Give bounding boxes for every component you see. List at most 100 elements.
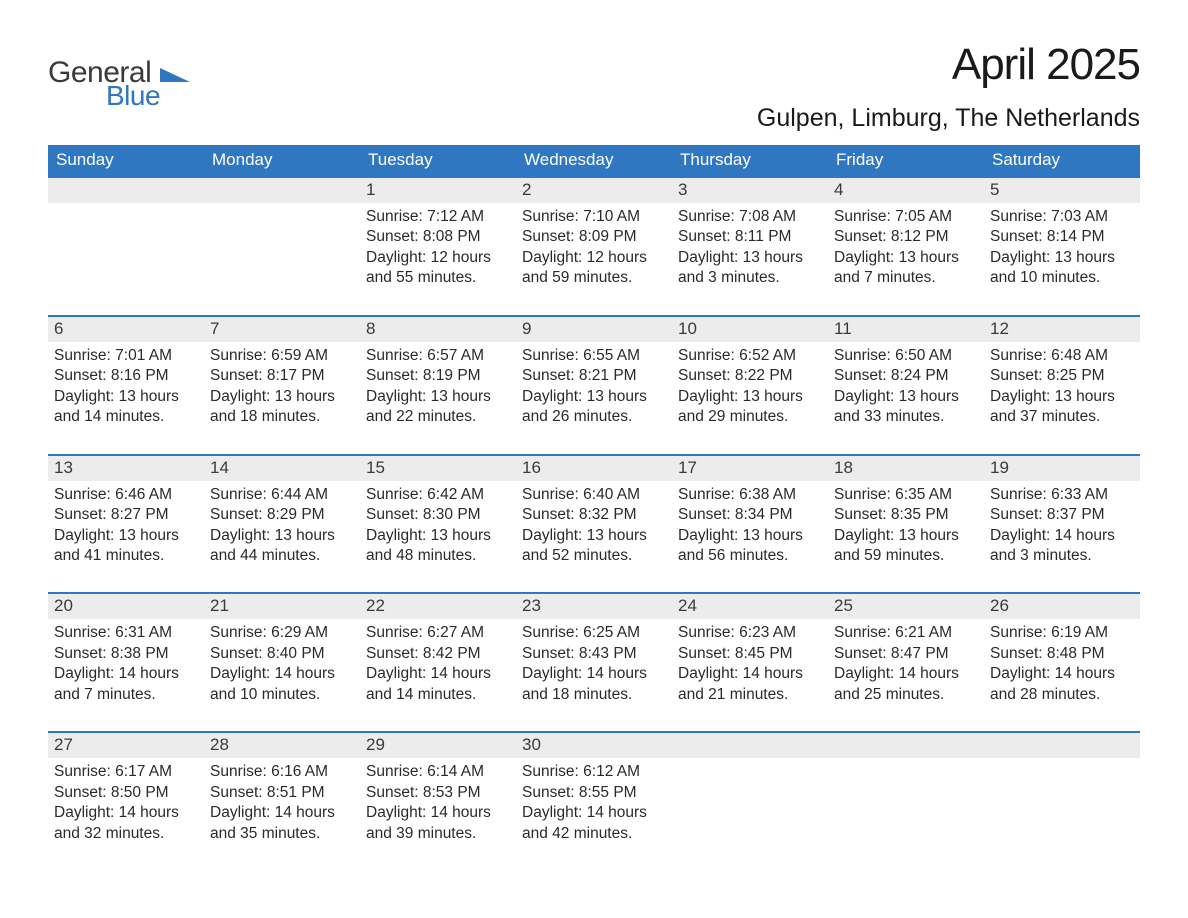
daylight-line-1: Daylight: 14 hours — [522, 664, 666, 684]
day-number: 18 — [828, 456, 984, 481]
daylight-line-2: and 7 minutes. — [54, 685, 198, 705]
day-number: 17 — [672, 456, 828, 481]
day-number: 11 — [828, 317, 984, 342]
sunset-line: Sunset: 8:34 PM — [678, 505, 822, 525]
sunset-line: Sunset: 8:22 PM — [678, 366, 822, 386]
sunset-line: Sunset: 8:45 PM — [678, 644, 822, 664]
day-body — [828, 758, 984, 864]
sunrise-line: Sunrise: 6:42 AM — [366, 485, 510, 505]
sunrise-line: Sunrise: 6:27 AM — [366, 623, 510, 643]
daylight-line-1: Daylight: 14 hours — [522, 803, 666, 823]
daylight-line-2: and 7 minutes. — [834, 268, 978, 288]
weekday-header: Wednesday — [516, 145, 672, 177]
calendar-day-cell — [672, 732, 828, 870]
calendar-day-cell: 24 Sunrise: 6:23 AMSunset: 8:45 PMDayligh… — [672, 593, 828, 732]
sunrise-line: Sunrise: 6:12 AM — [522, 762, 666, 782]
calendar-day-cell: 2 Sunrise: 7:10 AMSunset: 8:09 PMDaylight… — [516, 177, 672, 316]
day-body: Sunrise: 6:48 AMSunset: 8:25 PMDaylight:… — [984, 342, 1140, 454]
day-body: Sunrise: 6:38 AMSunset: 8:34 PMDaylight:… — [672, 481, 828, 593]
daylight-line-2: and 33 minutes. — [834, 407, 978, 427]
day-body: Sunrise: 6:46 AMSunset: 8:27 PMDaylight:… — [48, 481, 204, 593]
sunset-line: Sunset: 8:16 PM — [54, 366, 198, 386]
weekday-header: Thursday — [672, 145, 828, 177]
daylight-line-1: Daylight: 13 hours — [678, 387, 822, 407]
daylight-line-2: and 25 minutes. — [834, 685, 978, 705]
day-body: Sunrise: 6:57 AMSunset: 8:19 PMDaylight:… — [360, 342, 516, 454]
daylight-line-2: and 18 minutes. — [522, 685, 666, 705]
weekday-header: Tuesday — [360, 145, 516, 177]
day-number-empty — [48, 178, 204, 203]
calendar-day-cell: 15Sunrise: 6:42 AMSunset: 8:30 PMDayligh… — [360, 455, 516, 594]
day-number: 10 — [672, 317, 828, 342]
daylight-line-1: Daylight: 13 hours — [522, 387, 666, 407]
day-number-empty — [828, 733, 984, 758]
daylight-line-1: Daylight: 13 hours — [522, 526, 666, 546]
daylight-line-1: Daylight: 14 hours — [678, 664, 822, 684]
sunset-line: Sunset: 8:30 PM — [366, 505, 510, 525]
day-body: Sunrise: 6:21 AMSunset: 8:47 PMDaylight:… — [828, 619, 984, 731]
sunrise-line: Sunrise: 6:25 AM — [522, 623, 666, 643]
calendar-day-cell: 22Sunrise: 6:27 AMSunset: 8:42 PMDayligh… — [360, 593, 516, 732]
daylight-line-2: and 56 minutes. — [678, 546, 822, 566]
calendar-week-row: 6Sunrise: 7:01 AMSunset: 8:16 PMDaylight… — [48, 316, 1140, 455]
weekday-header: Monday — [204, 145, 360, 177]
calendar-day-cell: 19Sunrise: 6:33 AMSunset: 8:37 PMDayligh… — [984, 455, 1140, 594]
sunrise-line: Sunrise: 6:46 AM — [54, 485, 198, 505]
daylight-line-2: and 59 minutes. — [522, 268, 666, 288]
sunset-line: Sunset: 8:24 PM — [834, 366, 978, 386]
daylight-line-2: and 18 minutes. — [210, 407, 354, 427]
daylight-line-1: Daylight: 13 hours — [678, 248, 822, 268]
calendar-table: Sunday Monday Tuesday Wednesday Thursday… — [48, 145, 1140, 870]
day-number: 26 — [984, 594, 1140, 619]
daylight-line-1: Daylight: 13 hours — [54, 387, 198, 407]
day-number: 25 — [828, 594, 984, 619]
sunrise-line: Sunrise: 6:40 AM — [522, 485, 666, 505]
calendar-day-cell: 3Sunrise: 7:08 AMSunset: 8:11 PMDaylight… — [672, 177, 828, 316]
day-body: Sunrise: 7:05 AMSunset: 8:12 PMDaylight:… — [828, 203, 984, 315]
daylight-line-1: Daylight: 13 hours — [678, 526, 822, 546]
day-number: 1 — [360, 178, 516, 203]
day-number: 3 — [672, 178, 828, 203]
sunset-line: Sunset: 8:43 PM — [522, 644, 666, 664]
weekday-header: Friday — [828, 145, 984, 177]
calendar-day-cell: 17Sunrise: 6:38 AMSunset: 8:34 PMDayligh… — [672, 455, 828, 594]
sunset-line: Sunset: 8:47 PM — [834, 644, 978, 664]
sunset-line: Sunset: 8:37 PM — [990, 505, 1134, 525]
day-number-empty — [984, 733, 1140, 758]
daylight-line-2: and 39 minutes. — [366, 824, 510, 844]
sunrise-line: Sunrise: 6:23 AM — [678, 623, 822, 643]
sunrise-line: Sunrise: 6:44 AM — [210, 485, 354, 505]
day-body: Sunrise: 6:40 AMSunset: 8:32 PMDaylight:… — [516, 481, 672, 593]
calendar-day-cell: 28Sunrise: 6:16 AMSunset: 8:51 PMDayligh… — [204, 732, 360, 870]
day-body: Sunrise: 7:03 AMSunset: 8:14 PMDaylight:… — [984, 203, 1140, 315]
calendar-day-cell: 4Sunrise: 7:05 AMSunset: 8:12 PMDaylight… — [828, 177, 984, 316]
calendar-day-cell: 26Sunrise: 6:19 AMSunset: 8:48 PMDayligh… — [984, 593, 1140, 732]
daylight-line-1: Daylight: 14 hours — [366, 664, 510, 684]
daylight-line-1: Daylight: 12 hours — [522, 248, 666, 268]
brand-logo: General Blue — [48, 58, 194, 110]
sunrise-line: Sunrise: 6:38 AM — [678, 485, 822, 505]
daylight-line-1: Daylight: 14 hours — [54, 803, 198, 823]
sunset-line: Sunset: 8:12 PM — [834, 227, 978, 247]
day-number: 12 — [984, 317, 1140, 342]
daylight-line-1: Daylight: 13 hours — [366, 387, 510, 407]
day-body: Sunrise: 6:31 AMSunset: 8:38 PMDaylight:… — [48, 619, 204, 731]
day-number: 29 — [360, 733, 516, 758]
day-number: 24 — [672, 594, 828, 619]
daylight-line-2: and 21 minutes. — [678, 685, 822, 705]
sunrise-line: Sunrise: 7:10 AM — [522, 207, 666, 227]
sunset-line: Sunset: 8:09 PM — [522, 227, 666, 247]
daylight-line-2: and 3 minutes. — [990, 546, 1134, 566]
daylight-line-1: Daylight: 13 hours — [834, 387, 978, 407]
calendar-day-cell: 14Sunrise: 6:44 AMSunset: 8:29 PMDayligh… — [204, 455, 360, 594]
daylight-line-2: and 42 minutes. — [522, 824, 666, 844]
daylight-line-2: and 10 minutes. — [210, 685, 354, 705]
day-number: 27 — [48, 733, 204, 758]
day-number: 23 — [516, 594, 672, 619]
day-number: 20 — [48, 594, 204, 619]
day-number: 2 — [516, 178, 672, 203]
daylight-line-1: Daylight: 13 hours — [54, 526, 198, 546]
sunrise-line: Sunrise: 6:57 AM — [366, 346, 510, 366]
sunset-line: Sunset: 8:08 PM — [366, 227, 510, 247]
calendar-day-cell: 8Sunrise: 6:57 AMSunset: 8:19 PMDaylight… — [360, 316, 516, 455]
